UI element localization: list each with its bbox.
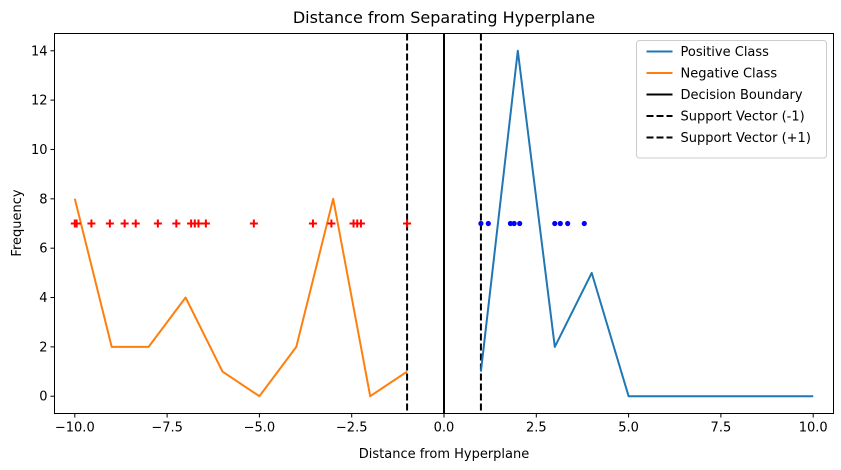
dot-marker-4	[517, 220, 523, 227]
plus-marker-7	[172, 219, 181, 228]
x-axis: −10.0 −7.5 −5.0 −2.5 0.0 2.5 5.0 7.5 10.0	[55, 413, 828, 436]
y-tick-label-6: 12	[31, 94, 48, 109]
plus-marker-2	[87, 219, 96, 228]
dot-marker-2	[507, 220, 514, 227]
dot-marker-0	[478, 220, 484, 227]
x-tick-label-3: −2.5	[336, 421, 368, 436]
dot-marker-5	[552, 220, 558, 227]
plus-marker-1	[72, 219, 81, 228]
scatter-points	[70, 219, 587, 228]
y-tick-label-1: 2	[39, 340, 47, 355]
dot-marker-1	[485, 220, 491, 227]
legend-label-3: Support Vector (-1)	[681, 110, 805, 125]
x-tick-label-5: 2.5	[526, 421, 547, 436]
y-tick-label-0: 0	[39, 390, 47, 405]
legend-label-4: Support Vector (+1)	[681, 131, 811, 146]
plus-marker-12	[249, 219, 258, 228]
y-tick-label-4: 8	[39, 192, 47, 207]
plus-marker-3	[105, 219, 114, 228]
series-lines	[73, 49, 814, 398]
y-axis-label: Frequency	[10, 189, 25, 256]
y-axis: 0 2 4 6 8 10 12 14	[31, 44, 55, 405]
y-tick-label-3: 6	[39, 242, 47, 257]
y-tick-label-5: 10	[31, 143, 48, 158]
x-tick-label-7: 7.5	[711, 421, 732, 436]
legend-label-2: Decision Boundary	[681, 88, 803, 103]
legend: Positive Class Negative Class Decision Bou…	[636, 40, 827, 159]
x-tick-label-2: −5.0	[244, 421, 276, 436]
y-tick-label-7: 14	[31, 44, 48, 59]
x-axis-label: Distance from Hyperplane	[359, 447, 530, 462]
plus-marker-13	[308, 219, 317, 228]
x-tick-label-0: −10.0	[55, 421, 95, 436]
plus-marker-11	[201, 219, 210, 228]
series-line-1	[73, 197, 408, 398]
dot-marker-7	[565, 220, 571, 227]
plus-marker-10	[194, 219, 203, 228]
x-tick-label-8: 10.0	[799, 421, 828, 436]
plus-marker-18	[403, 219, 412, 228]
plus-marker-5	[131, 219, 140, 228]
dot-marker-8	[581, 220, 587, 227]
x-tick-label-6: 5.0	[618, 421, 639, 436]
chart-title: Distance from Separating Hyperplane	[293, 8, 595, 27]
plus-marker-14	[327, 219, 336, 228]
y-tick-label-2: 4	[39, 291, 47, 306]
x-tick-label-4: 0.0	[434, 421, 455, 436]
legend-box	[636, 40, 827, 159]
plus-marker-6	[153, 219, 162, 228]
legend-label-1: Negative Class	[681, 67, 778, 82]
legend-label-0: Positive Class	[681, 45, 770, 60]
plus-marker-4	[120, 219, 129, 228]
x-tick-label-1: −7.5	[151, 421, 183, 436]
plus-marker-17	[356, 219, 365, 228]
series-line-0	[479, 49, 814, 398]
dot-marker-6	[557, 220, 563, 227]
dot-marker-3	[511, 220, 517, 227]
